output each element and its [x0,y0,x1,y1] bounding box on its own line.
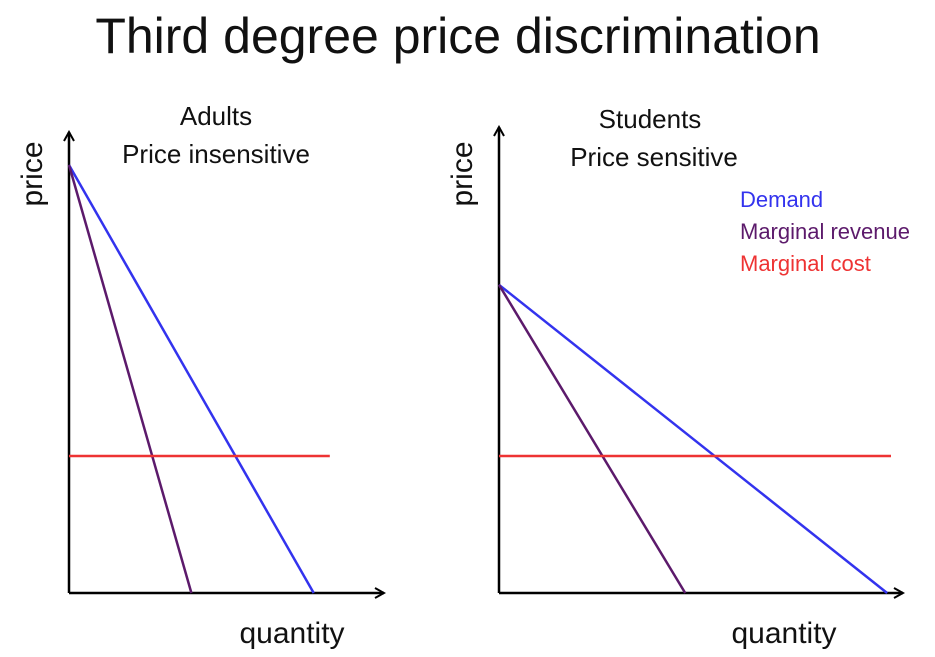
adults-panel: Adults Price insensitive price quantity [16,101,384,650]
adults-x-axis-label: quantity [239,617,344,650]
students-panel: Students Price sensitive price quantity [446,104,903,650]
adults-marginal-revenue-line [67,164,193,594]
legend-demand: Demand [740,187,823,212]
students-marginal-revenue-line [497,284,687,594]
adults-panel-subtitle: Price insensitive [122,139,310,169]
students-y-axis-label: price [446,141,479,206]
legend-marginal-cost: Marginal cost [740,251,871,276]
students-panel-title: Students [599,104,702,134]
legend: Demand Marginal revenue Marginal cost [740,187,910,276]
adults-demand-line [67,164,315,594]
adults-panel-title: Adults [180,101,252,131]
students-series [497,283,891,594]
students-x-axis-label: quantity [731,617,836,650]
students-panel-subtitle: Price sensitive [570,142,738,172]
students-demand-line [498,283,888,594]
adults-series [67,164,330,594]
legend-marginal-revenue: Marginal revenue [740,219,910,244]
adults-y-axis-label: price [16,141,49,206]
figure-title: Third degree price discrimination [95,8,820,64]
